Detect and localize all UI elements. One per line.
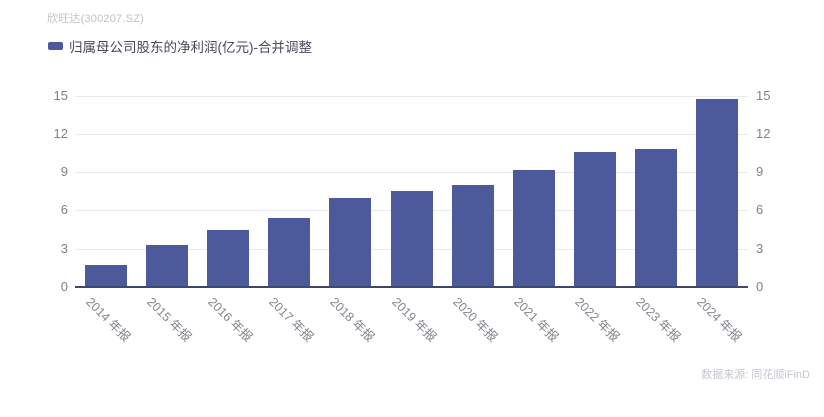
gridline-y15	[75, 95, 748, 97]
y-axis-tick-right-6: 6	[756, 202, 764, 218]
bar-2022年报[interactable]	[574, 151, 616, 287]
y-axis-tick-left-3: 3	[60, 240, 68, 256]
y-axis-tick-left-15: 15	[53, 87, 68, 103]
y-axis-tick-left-6: 6	[60, 202, 68, 218]
bar-2019年报[interactable]	[390, 191, 433, 288]
bar-2014年报[interactable]	[84, 265, 127, 287]
legend-marker-icon	[48, 42, 63, 50]
bar-2024年报[interactable]	[696, 99, 739, 287]
x-axis-label-2024年报: 2024 年报	[694, 294, 745, 345]
legend-label: 归属母公司股东的净利润(亿元)-合并调整	[69, 40, 312, 55]
bar-2016年报[interactable]	[207, 229, 249, 288]
bar-2021年报[interactable]	[512, 169, 555, 287]
x-axis-label-2017年报: 2017 年报	[266, 294, 317, 345]
gridline-y12	[75, 133, 748, 135]
y-axis-tick-left-12: 12	[53, 125, 68, 141]
bar-2018年报[interactable]	[329, 197, 372, 287]
x-axis-label-2018年报: 2018 年报	[327, 294, 378, 345]
x-axis-label-2022年报: 2022 年报	[572, 294, 622, 345]
y-axis-tick-left-0: 0	[60, 279, 68, 294]
x-axis-line	[75, 286, 748, 288]
x-axis-label-2019年报: 2019 年报	[388, 294, 439, 345]
y-axis-tick-right-0: 0	[756, 279, 764, 294]
data-source-note: 数据来源: 同花顺iFinD	[701, 369, 810, 381]
y-axis-tick-right-15: 15	[756, 87, 771, 103]
gridline-y9	[75, 172, 748, 174]
bar-2020年报[interactable]	[451, 184, 494, 287]
x-axis-label-2014年报: 2014 年报	[82, 294, 133, 345]
x-axis-label-2023年报: 2023 年报	[633, 294, 684, 345]
y-axis-tick-right-9: 9	[756, 164, 764, 180]
y-axis-tick-right-12: 12	[756, 125, 771, 141]
chart-title: 欣旺达(300207.SZ)	[47, 13, 144, 25]
x-axis-label-2021年报: 2021 年报	[511, 294, 561, 345]
x-axis-label-2020年报: 2020 年报	[449, 294, 500, 345]
bar-2015年报[interactable]	[145, 244, 188, 287]
bar-2023年报[interactable]	[635, 149, 678, 287]
legend-item[interactable]: 归属母公司股东的净利润(亿元)-合并调整	[48, 36, 312, 56]
bar-2017年报[interactable]	[268, 218, 311, 287]
y-axis-tick-right-3: 3	[756, 240, 764, 256]
x-axis-label-2016年报: 2016 年报	[205, 294, 255, 345]
y-axis-tick-left-9: 9	[60, 164, 68, 180]
x-axis-label-2015年报: 2015 年报	[144, 294, 194, 345]
